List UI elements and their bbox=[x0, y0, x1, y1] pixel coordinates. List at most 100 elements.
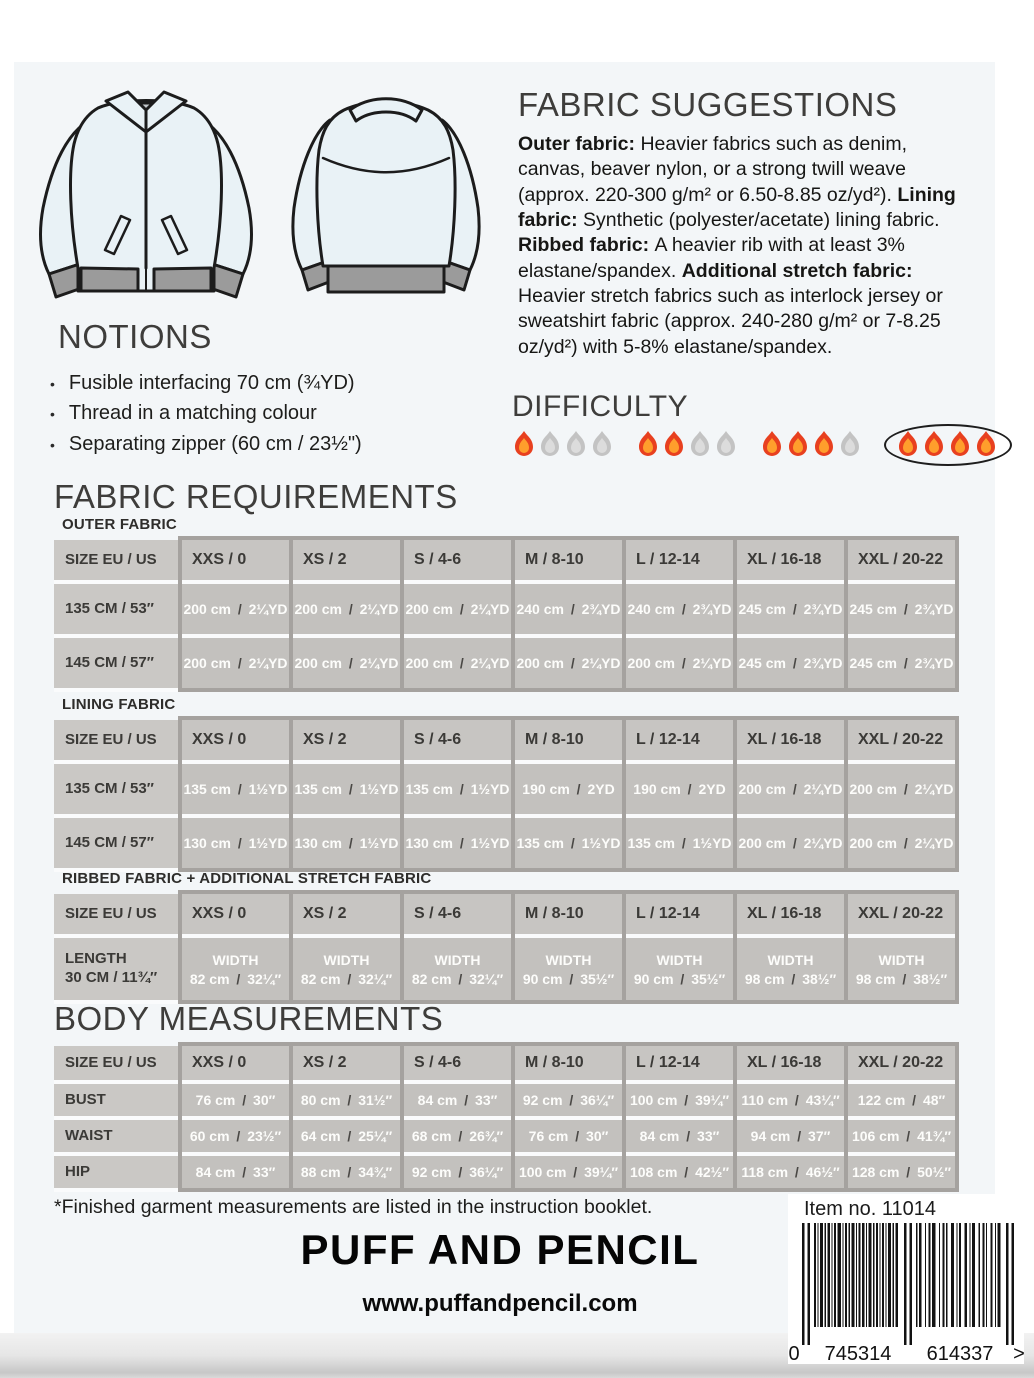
flame-filled-icon bbox=[763, 431, 781, 456]
size-column-header: XXL / 20-22 bbox=[848, 720, 955, 760]
size-column: XXL / 20-22 122 cm / 48″ 106 cm / 41¾″ 128 … bbox=[844, 1046, 955, 1188]
size-column-header: M / 8-10 bbox=[515, 540, 622, 580]
imperial-value: 32¼″ bbox=[469, 970, 504, 987]
size-column: XL / 16-18 WIDTH 98 cm / 38½″ bbox=[733, 894, 844, 1000]
flame-filled-icon bbox=[925, 431, 943, 456]
separator: / bbox=[788, 835, 801, 851]
value-cell: 64 cm / 25¼″ bbox=[293, 1116, 400, 1152]
imperial-value: 26¾″ bbox=[469, 1128, 504, 1144]
value-cell: 84 cm / 33″ bbox=[626, 1116, 733, 1152]
metric-value: 90 cm bbox=[522, 970, 563, 987]
metric-value: 200 cm bbox=[294, 655, 342, 671]
value-pair: 190 cm / 2YD bbox=[633, 781, 725, 797]
imperial-value: 38½″ bbox=[802, 970, 837, 987]
separator: / bbox=[788, 655, 801, 671]
separator: / bbox=[572, 781, 585, 797]
value-cell: 200 cm / 2¼YD bbox=[848, 760, 955, 814]
barcode-panel: Item no. 11014 0 745314 614337 > bbox=[788, 1194, 1025, 1365]
imperial-value: 30″ bbox=[253, 1092, 276, 1108]
value-pair: 200 cm / 2¼YD bbox=[405, 655, 509, 671]
flame-filled-icon bbox=[977, 431, 995, 456]
bomber-jacket-back-illustration bbox=[291, 97, 481, 294]
value-pair: 64 cm / 25¼″ bbox=[301, 1128, 392, 1144]
notion-item: • Thread in a matching colour bbox=[46, 398, 362, 428]
size-data-grid: XXS / 0 76 cm / 30″ 60 cm / 23½″ 84 cm / 33… bbox=[178, 1042, 959, 1192]
separator: / bbox=[902, 1128, 915, 1144]
metric-value: 130 cm bbox=[294, 835, 342, 851]
size-label-column: SIZE EU / US LENGTH 30 CM / 11¾″ bbox=[54, 894, 178, 1004]
separator: / bbox=[680, 1164, 693, 1180]
separator: / bbox=[899, 835, 912, 851]
svg-text:745314: 745314 bbox=[825, 1343, 892, 1365]
metric-value: 100 cm bbox=[629, 1092, 678, 1108]
flame-empty-icon bbox=[691, 431, 709, 456]
difficulty-level bbox=[512, 430, 616, 460]
value-cell: WIDTH 90 cm / 35½″ bbox=[515, 934, 622, 1000]
notion-item: • Separating zipper (60 cm / 23½") bbox=[46, 429, 362, 459]
size-column-header: XXS / 0 bbox=[182, 720, 289, 760]
fabric-description: A heavier rib with at least 3% elastane/… bbox=[518, 234, 905, 282]
notion-text: Separating zipper (60 cm / 23½") bbox=[68, 432, 362, 455]
metric-value: 88 cm bbox=[300, 1164, 341, 1180]
value-pair: 98 cm / 38½″ bbox=[745, 971, 836, 987]
imperial-value: 33″ bbox=[253, 1164, 276, 1180]
width-word: WIDTH bbox=[323, 951, 370, 968]
size-column-header: L / 12-14 bbox=[626, 540, 733, 580]
size-column: XS / 2 135 cm / 1½YD 130 cm / 1½YD bbox=[289, 720, 400, 868]
size-column-header: XXL / 20-22 bbox=[848, 1046, 955, 1080]
metric-value: 130 cm bbox=[183, 835, 231, 851]
bullet-icon: • bbox=[50, 406, 55, 423]
ribbed-fabric-table: SIZE EU / US LENGTH 30 CM / 11¾″ XXS / 0 WID… bbox=[54, 890, 959, 1004]
separator: / bbox=[454, 1128, 467, 1144]
difficulty-title: DIFFICULTY bbox=[512, 390, 689, 423]
notion-text: Thread in a matching colour bbox=[68, 402, 317, 425]
metric-value: 200 cm bbox=[849, 835, 897, 851]
size-column-header: M / 8-10 bbox=[515, 894, 622, 934]
row-label-line: LENGTH bbox=[65, 950, 127, 968]
flame-filled-icon bbox=[815, 431, 833, 456]
value-pair: 135 cm / 1½YD bbox=[294, 781, 398, 797]
imperial-value: 38½″ bbox=[913, 970, 948, 987]
separator: / bbox=[238, 1164, 251, 1180]
fabric-term: Outer fabric: bbox=[518, 133, 641, 155]
value-cell: 110 cm / 43¼″ bbox=[737, 1080, 844, 1116]
value-cell: 200 cm / 2¼YD bbox=[182, 580, 289, 634]
imperial-value: 2YD bbox=[587, 781, 615, 797]
metric-value: 98 cm bbox=[744, 970, 785, 987]
metric-value: 245 cm bbox=[849, 655, 897, 671]
imperial-value: 36¼″ bbox=[580, 1092, 615, 1108]
metric-value: 84 cm bbox=[195, 1164, 236, 1180]
size-column-header: XS / 2 bbox=[293, 540, 400, 580]
value-pair: 135 cm / 1½YD bbox=[516, 835, 620, 851]
lining-fabric-table: SIZE EU / US 135 CM / 53″ 145 CM / 57″ XXS … bbox=[54, 716, 959, 872]
size-column-header: XL / 16-18 bbox=[737, 1046, 844, 1080]
row-label-cell: HIP bbox=[54, 1156, 178, 1192]
bomber-jacket-front-illustration bbox=[39, 90, 253, 299]
separator: / bbox=[677, 601, 690, 617]
separator: / bbox=[788, 601, 801, 617]
size-column-header: XS / 2 bbox=[293, 720, 400, 760]
separator: / bbox=[899, 781, 912, 797]
brand-logo: PUFF AND PENCIL bbox=[300, 1226, 700, 1273]
fabric-description: Heavier fabrics such as denim, canvas, b… bbox=[518, 133, 908, 206]
metric-value: 135 cm bbox=[516, 835, 564, 851]
value-pair: 245 cm / 2¾YD bbox=[849, 601, 953, 617]
imperial-value: 2¾YD bbox=[692, 601, 732, 617]
value-pair: 135 cm / 1½YD bbox=[627, 835, 731, 851]
metric-value: 92 cm bbox=[522, 1092, 563, 1108]
value-pair: 98 cm / 38½″ bbox=[856, 971, 947, 987]
size-data-grid: XXS / 0 WIDTH 82 cm / 32¼″ XS / 2 WIDTH 82 cm… bbox=[178, 890, 959, 1004]
value-cell: 135 cm / 1½YD bbox=[293, 760, 400, 814]
metric-value: 130 cm bbox=[405, 835, 453, 851]
svg-text:614337: 614337 bbox=[927, 1343, 994, 1365]
size-header-cell: SIZE EU / US bbox=[54, 1046, 178, 1084]
size-column: XL / 16-18 200 cm / 2¼YD 200 cm / 2¼YD bbox=[733, 720, 844, 868]
value-pair: 88 cm / 34¾″ bbox=[301, 1164, 392, 1180]
value-cell: 200 cm / 2¼YD bbox=[848, 814, 955, 868]
separator: / bbox=[902, 1164, 915, 1180]
value-cell: 190 cm / 2YD bbox=[626, 760, 733, 814]
size-column: S / 4-6 135 cm / 1½YD 130 cm / 1½YD bbox=[400, 720, 511, 868]
value-pair: 100 cm / 39¼″ bbox=[630, 1092, 729, 1108]
value-pair: 80 cm / 31½″ bbox=[301, 1092, 392, 1108]
